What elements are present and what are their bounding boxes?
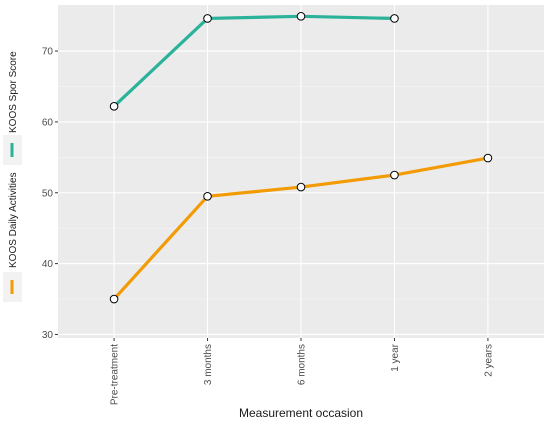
legend: KOOS Spor Score KOOS Daily Activities	[3, 51, 22, 302]
data-point	[296, 12, 306, 21]
x-axis: Pre-treatment 3 months 6 months 1 year 2 yea…	[110, 338, 494, 405]
y-tick-label: 60	[42, 117, 54, 128]
series-line-1	[112, 14, 395, 108]
x-tick-label: 3 months	[203, 344, 214, 385]
data-point	[203, 191, 212, 201]
x-tick-label: 2 years	[483, 344, 494, 377]
data-point	[296, 182, 306, 192]
x-axis-title: Measurement occasion	[239, 406, 363, 420]
y-tick-label: 40	[42, 259, 54, 270]
data-point	[109, 294, 119, 304]
y-tick-label: 30	[42, 330, 54, 341]
legend-label-spor: KOOS Spor Score	[8, 51, 19, 133]
x-tick-label: Pre-treatment	[110, 344, 121, 405]
data-point	[483, 153, 493, 163]
series-points	[109, 12, 493, 304]
y-axis: 30 40 50 60 70	[42, 47, 58, 341]
data-point	[390, 14, 399, 23]
data-point	[109, 102, 119, 111]
data-point	[390, 170, 399, 180]
y-tick-label: 70	[42, 47, 54, 58]
gridlines	[58, 5, 544, 338]
x-tick-label: 6 months	[297, 344, 308, 385]
y-tick-label: 50	[42, 188, 54, 199]
x-tick-label: 1 year	[390, 343, 401, 371]
legend-label-daily: KOOS Daily Activities	[8, 172, 19, 268]
data-point	[203, 14, 212, 23]
